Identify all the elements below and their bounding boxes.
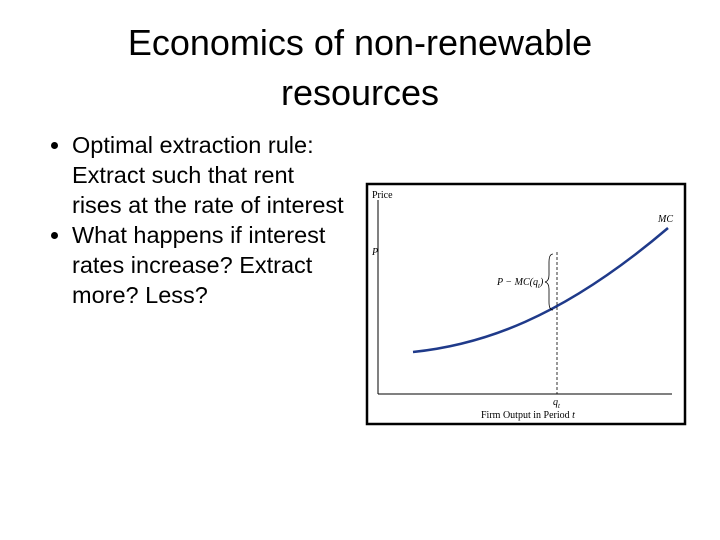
x-axis-label: Firm Output in Period t bbox=[481, 410, 575, 421]
x-axis-label-part: Firm Output in Period bbox=[481, 410, 572, 421]
quantity-label-sub: t bbox=[558, 402, 561, 410]
price-label: P bbox=[371, 247, 378, 258]
bullet: What happens if interest rates increase?… bbox=[72, 220, 347, 310]
x-axis-label-part: t bbox=[572, 410, 575, 421]
mc-curve bbox=[412, 227, 669, 354]
y-axis-label: Price bbox=[372, 190, 393, 201]
quantity-label-part: q bbox=[553, 397, 558, 408]
bullet-list: Optimal extraction rule: Extract such th… bbox=[30, 130, 347, 310]
rent-label-part: ) bbox=[539, 277, 544, 288]
rent-label: P − MC(qt) bbox=[496, 277, 544, 290]
rent-label-part: P − MC(q bbox=[496, 277, 538, 288]
curve-label: MC bbox=[657, 214, 673, 225]
slide-title: Economics of non-renewable resources bbox=[127, 22, 593, 113]
bullet: Optimal extraction rule: Extract such th… bbox=[72, 130, 347, 220]
quantity-label: qt bbox=[553, 397, 561, 410]
brace bbox=[544, 253, 554, 311]
figure-frame bbox=[365, 182, 687, 426]
rent-label-sub: t bbox=[538, 282, 541, 290]
